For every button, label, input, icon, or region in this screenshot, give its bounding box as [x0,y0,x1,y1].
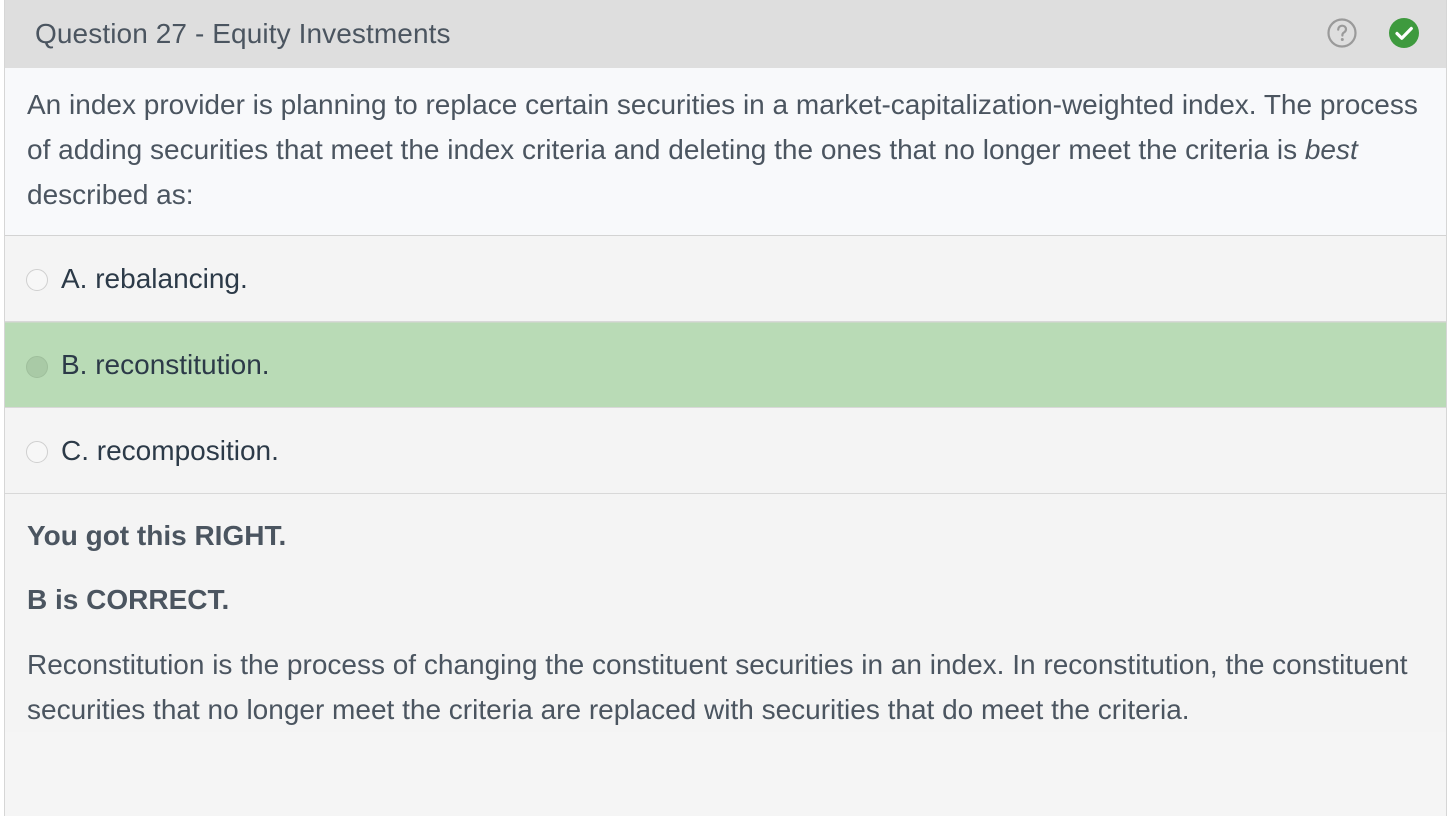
question-title: Question 27 - Equity Investments [35,18,451,49]
answer-option-c[interactable]: C. recomposition. [5,408,1446,494]
question-circle-icon[interactable] [1326,17,1358,49]
question-text-after: described as: [27,179,194,210]
radio-button-b[interactable] [26,355,48,378]
result-status: You got this RIGHT. [27,520,287,551]
correct-answer: B is CORRECT. [27,584,230,615]
question-emphasis: best [1304,134,1358,165]
answer-option-b[interactable]: B. reconstitution. [5,322,1446,408]
header-icons [1326,17,1420,49]
question-text-before: An index provider is planning to replace… [27,89,1418,165]
answer-option-label: C. recomposition. [61,434,279,466]
answer-option-label: A. rebalancing. [61,262,248,294]
question-header: Question 27 - Equity Investments [5,0,1446,68]
answer-option-a[interactable]: A. rebalancing. [5,236,1446,322]
question-stem: An index provider is planning to replace… [5,68,1446,236]
radio-button-a[interactable] [26,269,48,291]
answer-feedback: You got this RIGHT. B is CORRECT. Recons… [5,494,1446,732]
radio-button-c[interactable] [26,441,48,463]
explanation-text: Reconstitution is the process of changin… [27,649,1408,725]
question-card: Question 27 - Equity Investments An inde… [4,0,1447,816]
answer-option-label: B. reconstitution. [61,349,270,380]
check-circle-icon [1389,18,1419,48]
